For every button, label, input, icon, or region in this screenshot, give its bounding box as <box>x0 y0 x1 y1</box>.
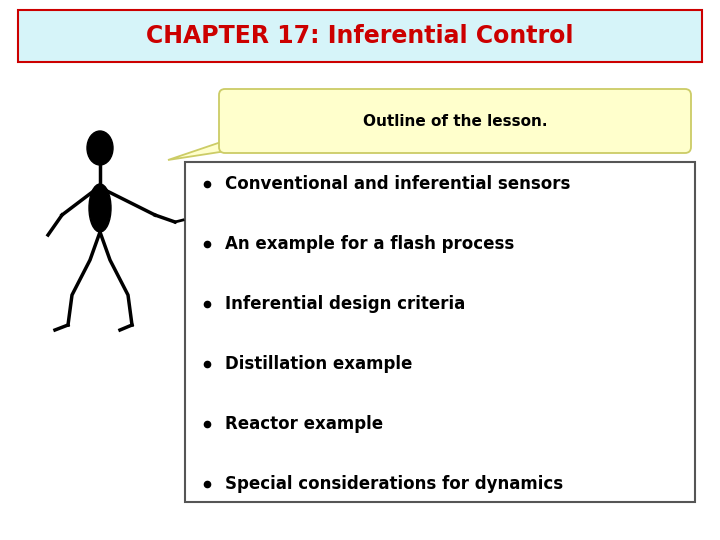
Text: An example for a flash process: An example for a flash process <box>225 235 514 253</box>
Text: Outline of the lesson.: Outline of the lesson. <box>363 113 547 129</box>
FancyBboxPatch shape <box>18 10 702 62</box>
Text: Distillation example: Distillation example <box>225 355 413 373</box>
Polygon shape <box>168 139 285 160</box>
Text: Reactor example: Reactor example <box>225 415 383 433</box>
Text: CHAPTER 17: Inferential Control: CHAPTER 17: Inferential Control <box>146 24 574 48</box>
Ellipse shape <box>87 131 113 165</box>
Text: Inferential design criteria: Inferential design criteria <box>225 295 465 313</box>
Text: Conventional and inferential sensors: Conventional and inferential sensors <box>225 175 570 193</box>
Ellipse shape <box>89 184 111 232</box>
FancyBboxPatch shape <box>185 162 695 502</box>
Text: Special considerations for dynamics: Special considerations for dynamics <box>225 475 563 493</box>
FancyBboxPatch shape <box>219 89 691 153</box>
